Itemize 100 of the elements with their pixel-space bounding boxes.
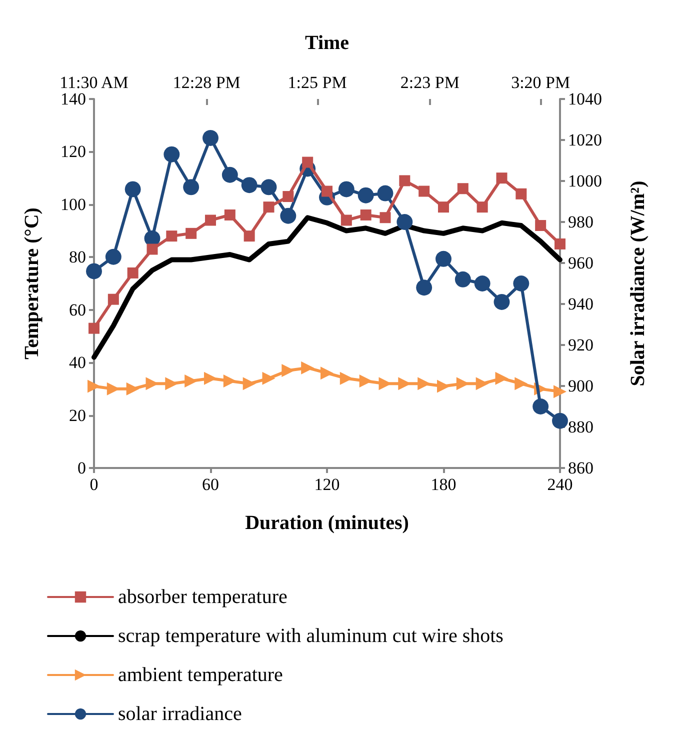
- point: [263, 202, 274, 213]
- point: [260, 179, 277, 196]
- point: [532, 398, 549, 414]
- legend-label: scrap temperature with aluminum cut wire shots: [118, 625, 504, 647]
- y2-tick-label: 960: [568, 254, 594, 272]
- point: [340, 214, 352, 226]
- point: [282, 364, 295, 377]
- point: [242, 377, 256, 390]
- point: [301, 361, 314, 374]
- point: [244, 230, 255, 242]
- y-tick-label: 140: [60, 90, 86, 108]
- point: [535, 220, 546, 232]
- y2-tick-label: 1000: [568, 172, 602, 190]
- point: [262, 372, 276, 385]
- y2-axis-title: Solar irradiance (W/m²): [627, 180, 649, 386]
- point: [202, 130, 218, 146]
- y-tick-label: 80: [69, 248, 86, 267]
- x2-tick-label: 12:28 PM: [172, 73, 240, 92]
- y-tick-label: 20: [69, 406, 86, 425]
- point: [377, 185, 394, 202]
- point: [495, 372, 508, 385]
- point: [358, 187, 374, 204]
- point: [88, 380, 100, 393]
- y-tick-label: 120: [60, 142, 86, 162]
- point: [513, 276, 530, 292]
- point: [554, 238, 566, 250]
- y-tick-label: 0: [78, 458, 86, 478]
- y-tick-label: 60: [69, 300, 86, 320]
- y2-tick-label: 1020: [568, 130, 602, 150]
- legend-label: solar irradiance: [118, 703, 242, 725]
- x2-axis-title: Time: [304, 32, 350, 54]
- point: [516, 188, 527, 200]
- point: [183, 179, 200, 196]
- y2-tick-label: 880: [568, 418, 594, 436]
- point: [224, 209, 236, 220]
- point: [416, 280, 432, 296]
- point: [474, 276, 490, 292]
- y-tick-label: 40: [69, 353, 86, 372]
- point: [554, 385, 566, 398]
- point: [282, 191, 294, 202]
- point: [418, 377, 431, 390]
- point: [322, 186, 332, 197]
- point: [399, 175, 410, 186]
- point: [88, 322, 100, 334]
- y-axis-title: Temperature (°C): [21, 208, 43, 360]
- point: [223, 374, 236, 388]
- x-tick-label: 0: [90, 475, 98, 494]
- point: [476, 377, 489, 390]
- point: [552, 412, 568, 429]
- legend-label: ambient temperature: [118, 664, 284, 686]
- point: [418, 186, 430, 197]
- x2-tick-label: 3:20 PM: [511, 73, 570, 92]
- point: [164, 146, 180, 162]
- point: [146, 244, 158, 255]
- y2-tick-label: 920: [568, 336, 594, 354]
- x-tick-label: 180: [430, 475, 456, 494]
- point: [476, 202, 488, 213]
- x2-tick-label: 2:23 PM: [400, 73, 460, 92]
- point: [436, 250, 452, 267]
- x-tick-label: 240: [547, 475, 573, 494]
- point: [241, 177, 258, 194]
- y2-tick-label: 1040: [568, 90, 602, 108]
- x-axis-title: Duration (minutes): [245, 512, 409, 534]
- point: [302, 156, 314, 168]
- point: [165, 377, 178, 390]
- point: [338, 181, 354, 198]
- point: [204, 372, 217, 385]
- point: [166, 230, 178, 242]
- x-tick-label: 120: [314, 475, 340, 494]
- y2-tick-label: 980: [568, 212, 594, 232]
- point: [454, 271, 471, 288]
- y2-tick-label: 900: [568, 376, 594, 396]
- y2-tick-label: 860: [568, 458, 594, 478]
- point: [340, 372, 353, 385]
- point: [222, 166, 238, 183]
- point: [108, 294, 119, 305]
- point: [105, 248, 122, 265]
- point: [380, 212, 391, 224]
- point: [320, 366, 334, 380]
- point: [496, 172, 508, 184]
- point: [126, 382, 140, 396]
- x2-tick-label: 1:25 PM: [288, 73, 347, 92]
- point: [124, 181, 141, 198]
- x2-tick-label: 11:30 AM: [60, 73, 128, 92]
- point: [86, 263, 102, 280]
- point: [438, 202, 449, 213]
- y-tick-label: 100: [60, 194, 86, 214]
- y2-tick-label: 940: [568, 294, 594, 314]
- point: [437, 380, 450, 393]
- point: [494, 294, 510, 310]
- point: [359, 374, 372, 388]
- x-tick-label: 60: [202, 475, 219, 494]
- point: [205, 214, 216, 226]
- point: [127, 267, 138, 278]
- legend-label: absorber temperature: [118, 586, 288, 608]
- point: [360, 209, 372, 220]
- point: [457, 183, 468, 194]
- point: [514, 377, 528, 390]
- point: [184, 374, 198, 388]
- point: [280, 208, 296, 224]
